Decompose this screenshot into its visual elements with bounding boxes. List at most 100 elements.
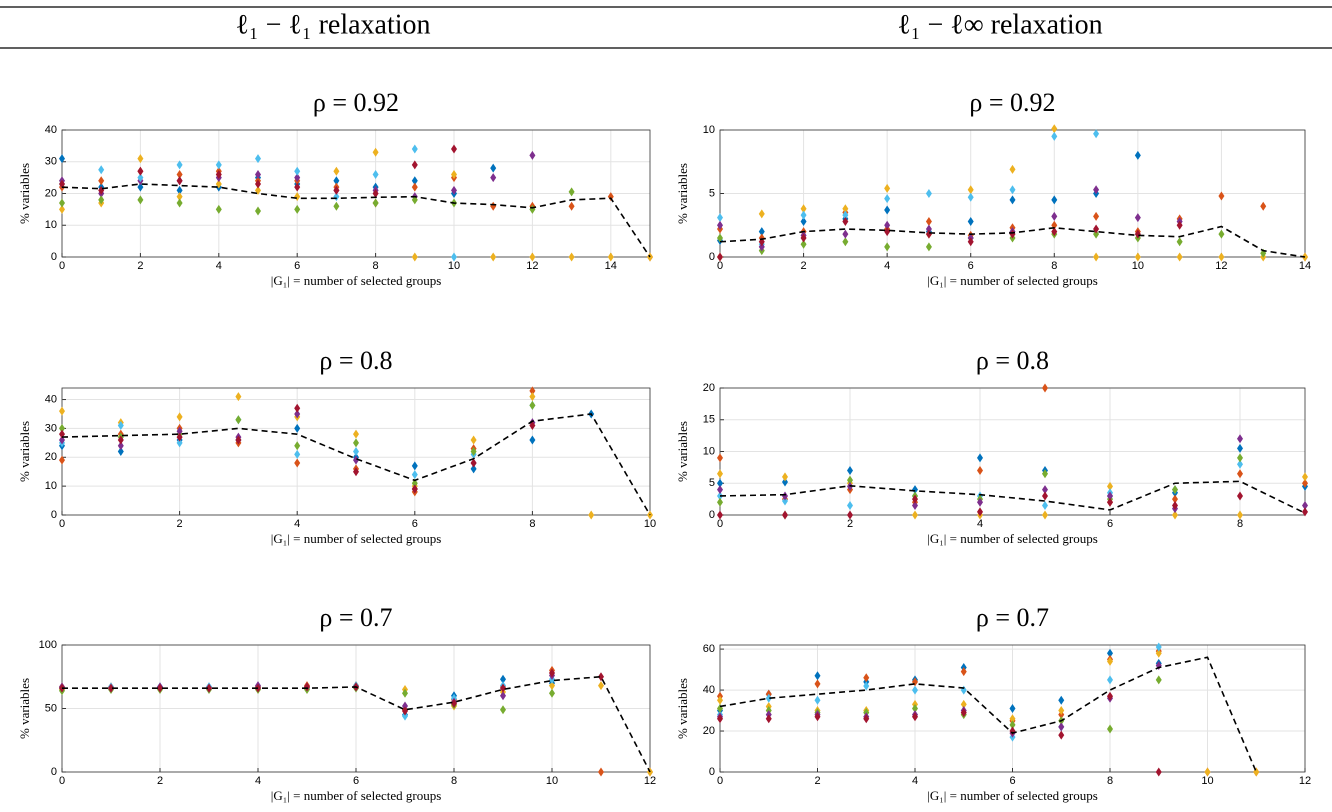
point (758, 227, 765, 237)
point (117, 421, 124, 431)
chart-title: ρ = 0.92 (313, 88, 399, 117)
y-tick-label: 30 (45, 156, 57, 168)
point (137, 173, 144, 183)
point (758, 209, 765, 219)
axes-box (61, 129, 651, 258)
chart-title: ρ = 0.8 (319, 346, 392, 375)
x-tick-label: 14 (1299, 260, 1311, 272)
x-tick-label: 12 (1215, 260, 1227, 272)
point (108, 683, 114, 693)
point (884, 183, 891, 193)
x-tick-label: 4 (912, 775, 918, 787)
point (1058, 706, 1065, 716)
point (1107, 691, 1113, 701)
x-tick-label: 6 (353, 775, 359, 787)
point (1009, 185, 1016, 195)
point (1009, 195, 1016, 205)
x-tick-label: 2 (847, 518, 853, 530)
point (717, 485, 723, 495)
point (1058, 730, 1065, 740)
point (863, 673, 870, 683)
point (607, 192, 614, 202)
x-tick-label: 0 (717, 518, 723, 530)
point (884, 227, 891, 237)
point (333, 201, 340, 211)
point (977, 497, 983, 507)
point (842, 204, 849, 214)
point (912, 510, 918, 520)
point (98, 176, 105, 186)
point (1204, 767, 1211, 777)
point (1302, 472, 1308, 482)
y-tick-label: 50 (45, 702, 57, 714)
point (333, 176, 340, 186)
point (847, 500, 853, 510)
point (402, 711, 408, 721)
y-tick-label: 0 (709, 509, 715, 521)
x-tick-label: 10 (546, 775, 558, 787)
point (814, 679, 821, 689)
point (1134, 229, 1141, 239)
axes-box (719, 129, 1306, 258)
y-tick-label: 20 (45, 187, 57, 199)
point (884, 205, 891, 215)
point (1093, 129, 1100, 139)
point (117, 447, 124, 456)
point (59, 406, 65, 416)
point (451, 698, 457, 708)
point (1155, 642, 1162, 652)
point (549, 688, 555, 698)
x-tick-label: 8 (451, 775, 457, 787)
point (1237, 459, 1243, 469)
x-tick-label: 2 (137, 260, 143, 272)
point (1237, 510, 1243, 520)
point (782, 510, 788, 520)
point (353, 447, 359, 456)
point (304, 682, 310, 692)
point (800, 210, 807, 220)
point (1058, 722, 1065, 732)
point (294, 441, 301, 451)
x-tick-label: 14 (605, 260, 617, 272)
point (847, 510, 853, 520)
point (353, 438, 359, 448)
point (717, 213, 723, 223)
point (1058, 695, 1065, 705)
point (800, 233, 807, 243)
point (411, 470, 418, 480)
point (529, 435, 536, 445)
y-tick-label: 0 (51, 251, 57, 263)
point (717, 220, 723, 230)
point (1107, 491, 1113, 501)
y-tick-label: 5 (709, 477, 715, 489)
point (255, 154, 261, 164)
point (842, 237, 849, 247)
point (500, 691, 506, 701)
point (1107, 481, 1113, 491)
y-tick-label: 20 (45, 451, 57, 463)
point (451, 144, 457, 154)
y-tick-label: 40 (45, 124, 57, 136)
point (1218, 191, 1225, 201)
point (960, 708, 967, 718)
point (372, 147, 379, 157)
y-tick-label: 100 (39, 639, 57, 651)
point (294, 403, 301, 413)
point (411, 484, 418, 494)
y-tick-label: 40 (45, 393, 57, 405)
point (137, 154, 144, 164)
point (1051, 211, 1058, 221)
point (1172, 485, 1178, 495)
point (411, 160, 418, 170)
point (1237, 491, 1243, 501)
point (1237, 434, 1243, 444)
point (490, 173, 497, 183)
point (451, 252, 457, 262)
point (1260, 201, 1267, 211)
point (529, 421, 536, 431)
x-tick-label: 2 (157, 775, 163, 787)
x-axis-label: |G₁| = number of selected groups (927, 531, 1098, 546)
x-tick-label: 8 (1051, 260, 1057, 272)
point (255, 179, 261, 189)
